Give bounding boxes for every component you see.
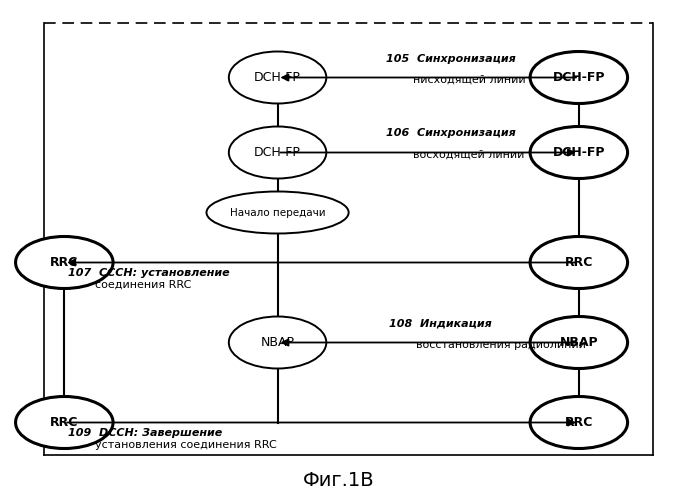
Ellipse shape (229, 126, 326, 178)
Text: Фиг.1В: Фиг.1В (303, 472, 374, 490)
Text: RRC: RRC (50, 256, 79, 269)
Text: восходящей линии: восходящей линии (413, 150, 525, 160)
Text: восстановления радиолинии: восстановления радиолинии (416, 340, 586, 350)
Text: 109  DCCH: Завершение: 109 DCCH: Завершение (68, 428, 222, 438)
Text: DCH-FP: DCH-FP (254, 71, 301, 84)
Ellipse shape (530, 236, 628, 288)
Ellipse shape (206, 192, 349, 234)
Text: NBAP: NBAP (261, 336, 294, 349)
Text: 106  Синхронизация: 106 Синхронизация (386, 128, 516, 138)
Text: RRC: RRC (565, 416, 593, 429)
Text: 108  Индикация: 108 Индикация (389, 318, 492, 328)
Ellipse shape (16, 396, 113, 448)
Text: RRC: RRC (565, 256, 593, 269)
Text: соединения RRC: соединения RRC (95, 280, 191, 290)
Text: установления соединения RRC: установления соединения RRC (95, 440, 276, 450)
Text: 107  CССН: установление: 107 CССН: установление (68, 268, 230, 278)
Text: нисходящей линии: нисходящей линии (413, 75, 525, 85)
Ellipse shape (530, 52, 628, 104)
Ellipse shape (530, 316, 628, 368)
Ellipse shape (229, 316, 326, 368)
Ellipse shape (229, 52, 326, 104)
Text: RRC: RRC (50, 416, 79, 429)
Ellipse shape (530, 396, 628, 448)
Ellipse shape (16, 236, 113, 288)
Text: NBAP: NBAP (559, 336, 598, 349)
Ellipse shape (530, 126, 628, 178)
Text: DCH-FP: DCH-FP (552, 71, 605, 84)
Text: DCH-FP: DCH-FP (254, 146, 301, 159)
Text: 105  Синхронизация: 105 Синхронизация (386, 54, 516, 64)
Text: DCH-FP: DCH-FP (552, 146, 605, 159)
Text: Начало передачи: Начало передачи (230, 208, 326, 218)
